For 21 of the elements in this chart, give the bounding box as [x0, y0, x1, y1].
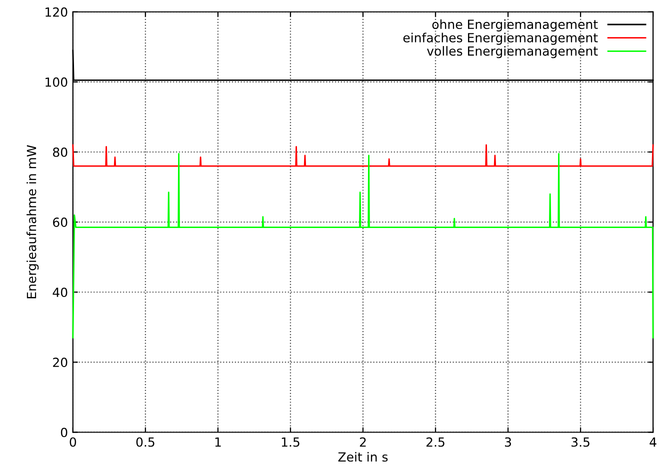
legend-label: ohne Energiemanagement [432, 19, 598, 32]
y-tick-label: 100 [46, 77, 68, 87]
y-tick-label: 0 [60, 428, 68, 438]
x-tick-label: 3 [505, 437, 511, 447]
x-tick-label: 0 [70, 437, 76, 447]
y-tick-label: 20 [53, 358, 68, 368]
x-tick-label: 3.5 [572, 437, 590, 447]
x-tick-label: 2.5 [426, 437, 444, 447]
x-tick-label: 2 [360, 437, 366, 447]
x-tick-label: 0.5 [136, 437, 154, 447]
y-axis-title: Energieaufnahme in mW [26, 145, 39, 298]
y-tick-label: 120 [46, 7, 68, 17]
legend-label: volles Energiemanagement [426, 46, 598, 58]
x-axis-title: Zeit in s [338, 452, 388, 462]
x-tick-label: 1.5 [282, 437, 300, 447]
y-tick-label: 80 [53, 147, 68, 157]
legend-label: einfaches Energiemanagement [403, 32, 598, 45]
x-tick-label: 4 [650, 437, 656, 447]
x-tick-label: 1 [215, 437, 221, 447]
y-tick-label: 60 [53, 218, 68, 227]
y-tick-label: 40 [52, 288, 68, 298]
